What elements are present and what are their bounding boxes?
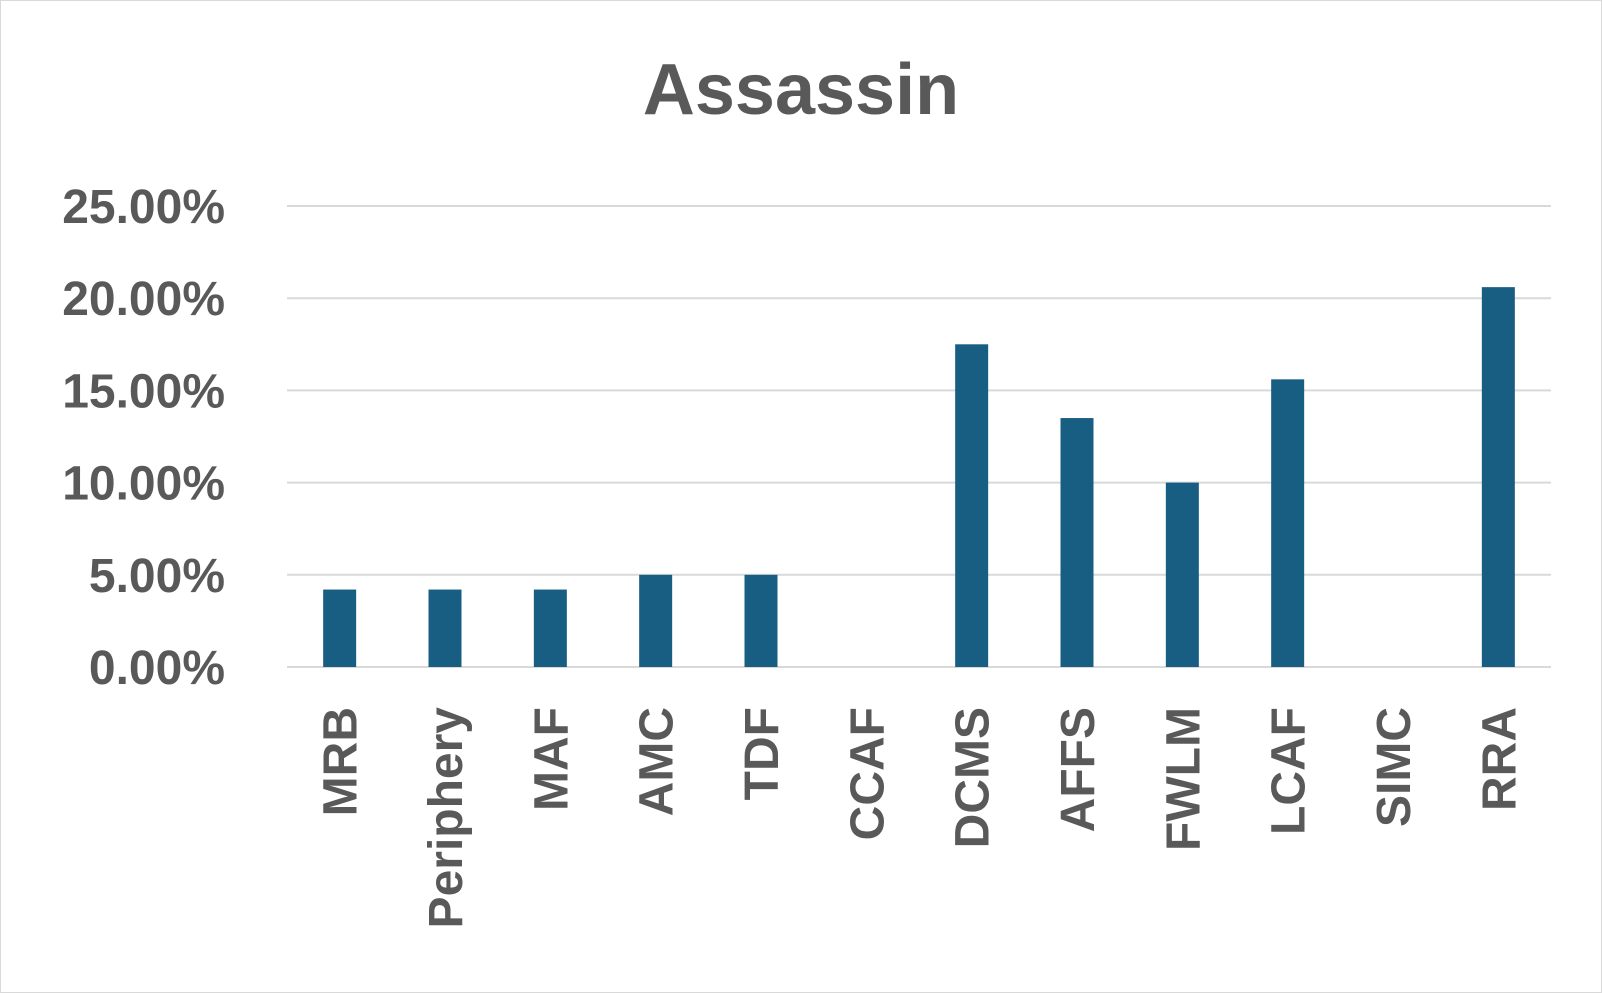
bar-dcms [955,344,989,667]
x-tick-label-affs: AFFS [1052,707,1105,832]
y-tick-label: 5.00% [89,550,225,603]
bar-rra [1481,287,1515,667]
bar-amc [639,574,673,667]
bar-tdf [744,574,778,667]
y-tick-label: 0.00% [89,642,225,695]
y-tick-label: 20.00% [62,273,225,326]
y-tick-label: 25.00% [62,181,225,234]
x-tick-label-mrb: MRB [315,707,368,816]
x-tick-label-lcaf: LCAF [1263,707,1316,835]
y-tick-label: 15.00% [62,365,225,418]
gridlines [287,205,1551,668]
y-axis-ticks: 0.00% 5.00% 10.00% 15.00% 20.00% 25.00% [62,181,225,695]
x-tick-label-maf: MAF [525,707,578,811]
bar-fwlm [1165,482,1199,667]
bar-periphery [428,589,462,667]
y-tick-label: 10.00% [62,458,225,511]
bar-mrb [323,589,357,667]
x-tick-label-rra: RRA [1473,707,1526,811]
bar-maf [533,589,567,667]
x-tick-label-simc: SIMC [1368,707,1421,827]
x-tick-label-fwlm: FWLM [1157,707,1210,851]
x-tick-label-dcms: DCMS [947,707,1000,848]
bars [323,287,1515,667]
bar-lcaf [1271,379,1305,667]
x-tick-label-amc: AMC [631,707,684,816]
bar-affs [1060,418,1094,667]
chart-title: Assassin [643,50,959,130]
x-tick-label-tdf: TDF [736,707,789,800]
x-tick-label-periphery: Periphery [420,707,473,929]
x-axis-labels: MRB Periphery MAF AMC TDF CCAF DCMS AFFS FWLM LCA… [315,707,1527,929]
x-tick-label-ccaf: CCAF [841,707,894,840]
